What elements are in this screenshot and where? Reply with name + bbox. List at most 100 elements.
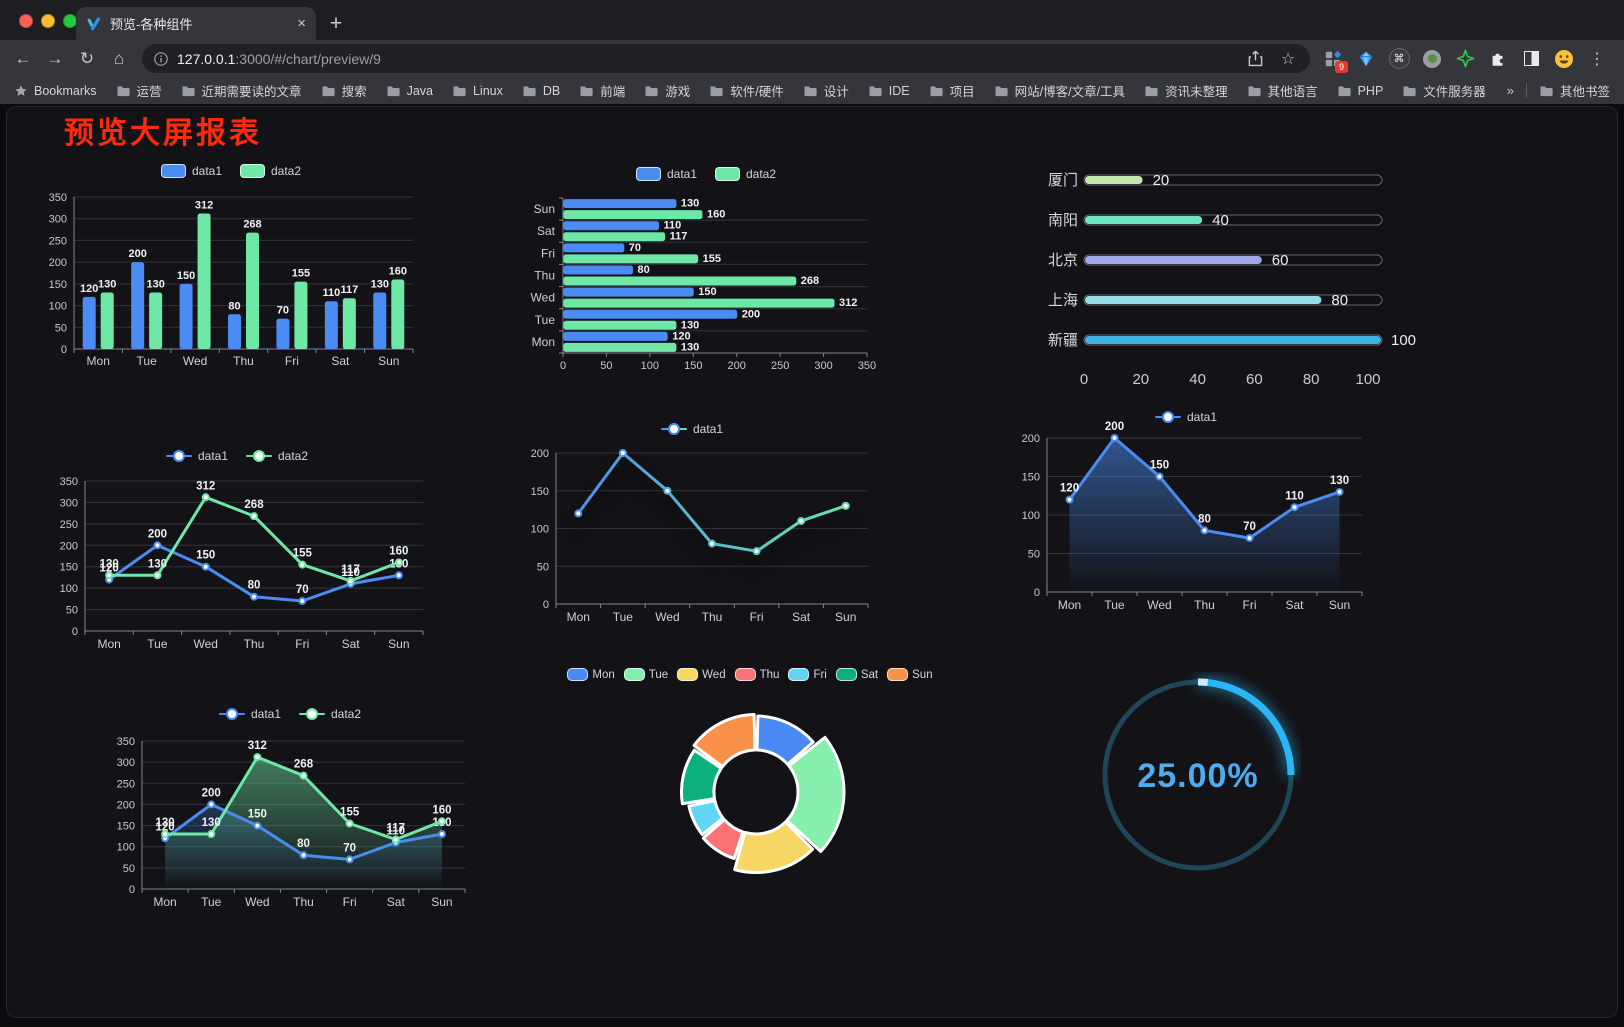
legend-item-data1[interactable]: data1 — [1154, 410, 1217, 424]
svg-text:Fri: Fri — [295, 637, 309, 651]
chart-canvas: 0 50 100 150 200 Mon Tue Wed Thu Fri Sat Sun — [531, 448, 869, 624]
bookmark-folder[interactable]: IDE — [868, 84, 910, 98]
legend-item-Tue[interactable]: Tue — [623, 668, 669, 681]
bookmark-folder-label: IDE — [888, 83, 910, 98]
bookmark-folder[interactable]: 游戏 — [644, 81, 690, 100]
bookmark-folder[interactable]: 其他语言 — [1247, 81, 1318, 100]
legend-item-data1[interactable]: data1 — [635, 167, 697, 181]
menu-dots-icon[interactable]: ⋮ — [1589, 50, 1605, 68]
legend-item-data2[interactable]: data2 — [715, 167, 776, 181]
back-button[interactable]: ← — [14, 48, 32, 68]
bookmarks-root-item[interactable]: Bookmarks — [14, 84, 97, 98]
contrast-extension-icon[interactable] — [1520, 48, 1542, 70]
legend-item-Sat[interactable]: Sat — [835, 668, 878, 681]
svg-text:268: 268 — [243, 219, 261, 231]
bookmark-folder[interactable]: 设计 — [803, 81, 849, 100]
bookmark-folder-label: 前端 — [600, 85, 626, 99]
window-close-button[interactable] — [19, 14, 33, 28]
bookmark-folder[interactable]: DB — [522, 84, 560, 98]
legend-item-data1[interactable]: data1 — [218, 707, 281, 721]
green-star-extension-icon[interactable] — [1454, 48, 1476, 70]
svg-text:150: 150 — [1150, 460, 1169, 472]
bookmark-folder[interactable]: 项目 — [929, 81, 975, 100]
svg-text:100: 100 — [60, 583, 78, 595]
svg-text:110: 110 — [387, 825, 406, 837]
svg-text:150: 150 — [1022, 472, 1040, 484]
svg-text:北京: 北京 — [1048, 252, 1078, 269]
folder-icon — [182, 85, 195, 96]
legend-item-data1[interactable]: data1 — [660, 422, 723, 436]
legend-item-Fri[interactable]: Fri — [788, 668, 827, 681]
bookmark-folder[interactable]: Java — [386, 84, 433, 98]
dashboard-stage: 预览大屏报表 data1 data2 0 50 100 150 200 250 300 350 Mo… — [0, 104, 1624, 1027]
bookmark-folder[interactable]: 资讯未整理 — [1144, 81, 1228, 100]
bookmark-folder-label: 文件服务器 — [1423, 85, 1486, 99]
blocks-extension-icon[interactable]: 9 — [1322, 48, 1348, 73]
url-text[interactable]: 127.0.0.1:3000/#/chart/preview/9 — [177, 51, 1234, 67]
legend-item-Mon[interactable]: Mon — [567, 668, 615, 681]
bookmark-folder[interactable]: 软件/硬件 — [709, 81, 784, 100]
legend-item-Sun[interactable]: Sun — [887, 668, 933, 681]
legend-item-data2[interactable]: data2 — [246, 449, 308, 463]
share-icon[interactable] — [1243, 47, 1267, 71]
emoji-extension-icon[interactable] — [1553, 48, 1575, 70]
folder-icon — [580, 85, 593, 96]
svg-text:110: 110 — [341, 567, 360, 579]
bookmark-folder[interactable]: 网站/博客/文章/工具 — [994, 81, 1125, 100]
reload-button[interactable]: ↻ — [79, 48, 95, 68]
svg-text:Sat: Sat — [342, 637, 361, 651]
folder-icon — [710, 85, 723, 96]
svg-text:Wed: Wed — [245, 895, 269, 909]
svg-text:130: 130 — [98, 279, 116, 291]
bookmarks-bar: Bookmarks 运营 近期需要读的文章 搜索 Java Linux DB 前端 游戏 软件/… — [0, 77, 1624, 104]
svg-text:130: 130 — [681, 341, 699, 353]
svg-text:Wed: Wed — [1147, 598, 1171, 612]
bookmark-folder[interactable]: 近期需要读的文章 — [181, 81, 302, 100]
browser-tab[interactable]: 预览-各种组件 × — [76, 7, 316, 40]
bookmark-folder[interactable]: 前端 — [579, 81, 625, 100]
svg-text:80: 80 — [228, 300, 240, 312]
window-zoom-button[interactable] — [63, 14, 77, 28]
legend-item-data2[interactable]: data2 — [299, 707, 361, 721]
forward-button[interactable]: → — [46, 48, 64, 68]
command-extension-icon[interactable]: ⌘ — [1388, 48, 1410, 70]
address-bar[interactable]: 127.0.0.1:3000/#/chart/preview/9 ☆ — [142, 44, 1310, 73]
svg-text:80: 80 — [637, 264, 649, 276]
gem-extension-icon[interactable] — [1355, 48, 1377, 70]
tab-close-icon[interactable]: × — [297, 15, 306, 32]
bookmarks-overflow-chevron[interactable]: » — [1506, 83, 1514, 98]
bookmark-folder[interactable]: 运营 — [116, 81, 162, 100]
recorder-extension-icon[interactable] — [1421, 48, 1443, 70]
site-info-icon[interactable] — [154, 51, 168, 66]
legend-item-Thu[interactable]: Thu — [734, 668, 779, 681]
svg-text:250: 250 — [60, 519, 78, 531]
svg-text:Sat: Sat — [1285, 598, 1304, 612]
bookmarks-root-label: Bookmarks — [34, 83, 97, 98]
bookmark-folder[interactable]: PHP — [1337, 84, 1383, 98]
bookmarks-list: Bookmarks 运营 近期需要读的文章 搜索 Java Linux DB 前端 游戏 软件/… — [14, 81, 1497, 100]
svg-text:117: 117 — [670, 231, 688, 243]
svg-text:312: 312 — [248, 740, 267, 752]
home-button[interactable]: ⌂ — [113, 48, 125, 68]
legend-item-data2[interactable]: data2 — [240, 164, 301, 178]
extensions-puzzle-icon[interactable] — [1487, 48, 1509, 70]
bookmark-folder-label: 其他语言 — [1267, 85, 1318, 99]
legend-label: Tue — [648, 668, 669, 681]
bookmark-star-icon[interactable]: ☆ — [1280, 50, 1296, 68]
bookmark-folder[interactable]: 搜索 — [321, 81, 367, 100]
chart-canvas: 厦门 20 南阳 40 北京 60 上海 80 新疆 100 0 20 40 60 80 100 — [1048, 172, 1416, 388]
browser-titlebar: 预览-各种组件 × + — [0, 0, 1624, 40]
legend-item-Wed[interactable]: Wed — [677, 668, 726, 681]
new-tab-button[interactable]: + — [329, 12, 343, 35]
legend-item-data1[interactable]: data1 — [165, 449, 228, 463]
legend-item-data1[interactable]: data1 — [160, 164, 222, 178]
svg-text:200: 200 — [202, 787, 221, 799]
svg-text:200: 200 — [49, 257, 67, 269]
window-minimize-button[interactable] — [41, 14, 55, 28]
legend-label: data2 — [278, 449, 309, 463]
bookmark-folder[interactable]: Linux — [452, 84, 503, 98]
other-bookmarks-folder[interactable]: 其他书签 — [1539, 81, 1610, 100]
folder-icon — [453, 85, 466, 96]
site-favicon — [87, 17, 101, 30]
bookmark-folder[interactable]: 文件服务器 — [1402, 81, 1486, 100]
